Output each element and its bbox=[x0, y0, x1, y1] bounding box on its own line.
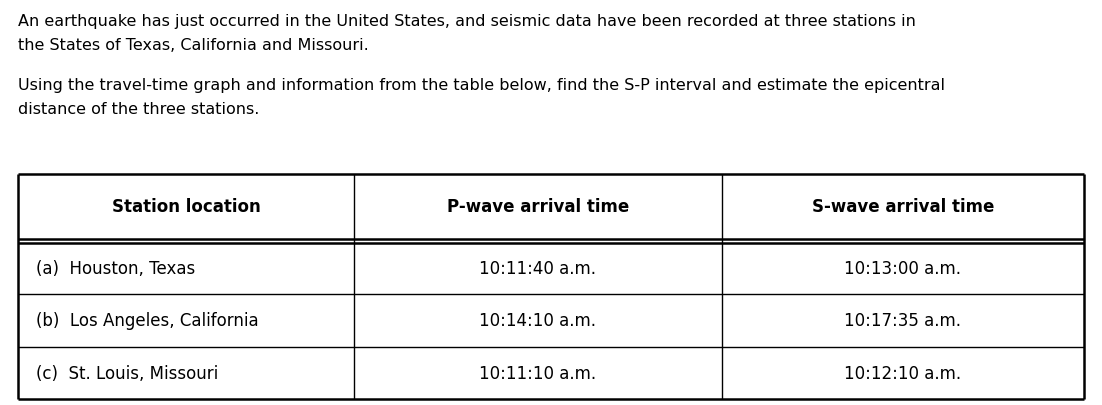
Text: 10:13:00 a.m.: 10:13:00 a.m. bbox=[844, 260, 961, 278]
Text: Station location: Station location bbox=[111, 198, 260, 216]
Text: (a)  Houston, Texas: (a) Houston, Texas bbox=[36, 260, 195, 278]
Text: 10:14:10 a.m.: 10:14:10 a.m. bbox=[479, 312, 596, 330]
Text: distance of the three stations.: distance of the three stations. bbox=[18, 102, 259, 117]
Text: S-wave arrival time: S-wave arrival time bbox=[811, 198, 994, 216]
Text: (c)  St. Louis, Missouri: (c) St. Louis, Missouri bbox=[36, 364, 218, 382]
Text: An earthquake has just occurred in the United States, and seismic data have been: An earthquake has just occurred in the U… bbox=[18, 14, 916, 29]
Text: P-wave arrival time: P-wave arrival time bbox=[446, 198, 629, 216]
Text: the States of Texas, California and Missouri.: the States of Texas, California and Miss… bbox=[18, 38, 369, 53]
Text: 10:17:35 a.m.: 10:17:35 a.m. bbox=[844, 312, 961, 330]
Text: 10:11:40 a.m.: 10:11:40 a.m. bbox=[479, 260, 596, 278]
Text: 10:12:10 a.m.: 10:12:10 a.m. bbox=[844, 364, 961, 382]
Text: (b)  Los Angeles, California: (b) Los Angeles, California bbox=[36, 312, 259, 330]
Text: 10:11:10 a.m.: 10:11:10 a.m. bbox=[479, 364, 596, 382]
Text: Using the travel-time graph and information from the table below, find the S-P i: Using the travel-time graph and informat… bbox=[18, 78, 946, 93]
